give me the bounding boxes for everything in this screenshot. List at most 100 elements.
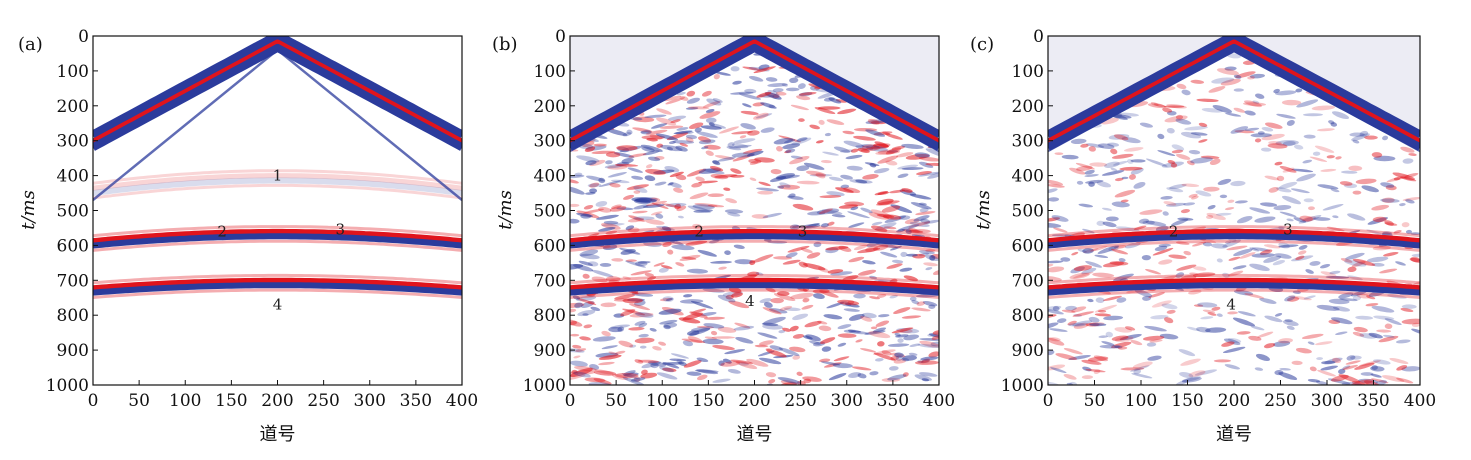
- panel-b-noise-blob: [708, 122, 715, 127]
- panel-b-noise-blob: [718, 266, 727, 270]
- panel-b-noise-blob: [901, 143, 924, 149]
- panel-c-noise-blob: [1351, 380, 1366, 385]
- panel-c-noise-blob: [1225, 112, 1242, 117]
- panel-c-noise-blob: [1048, 188, 1058, 194]
- panel-b-noise-blob: [663, 95, 682, 102]
- panel-b-noise-blob: [605, 276, 621, 282]
- panel-b-noise-blob: [587, 300, 595, 305]
- panel-b-noise-blob: [645, 129, 668, 135]
- panel-c-noise-blob: [1257, 331, 1274, 338]
- panel-c-noise-blob: [1259, 202, 1278, 207]
- panel-c-noise-blob: [1054, 152, 1064, 155]
- panel-b-noise-blob: [614, 163, 639, 167]
- panel-b-noise-blob: [632, 127, 653, 133]
- panel-c-noise-blob: [1279, 211, 1297, 217]
- panel-b-noise-blob: [573, 355, 581, 359]
- panel-b-noise-blob: [605, 230, 618, 235]
- panel-b-x-tick-label: 150: [692, 391, 724, 411]
- panel-b-noise-blob: [650, 362, 659, 369]
- panel-b-noise-blob: [674, 203, 681, 210]
- panel-c-noise-blob: [1121, 137, 1141, 144]
- panel-b-noise-blob: [622, 194, 635, 200]
- panel-c-noise-blob: [1207, 312, 1217, 316]
- panel-c-noise-blob: [1130, 167, 1144, 175]
- panel-b-noise-blob: [618, 340, 634, 348]
- panel-b-noise-blob: [818, 358, 831, 363]
- panel-c-noise-blob: [1181, 377, 1202, 383]
- panel-b-noise-blob: [724, 349, 746, 355]
- panel-c-noise-blob: [1315, 380, 1328, 385]
- panel-c-noise-blob: [1202, 241, 1212, 247]
- panel-b-noise-blob: [675, 262, 685, 267]
- panel-b-noise-blob: [875, 320, 890, 327]
- panel-c-noise-blob: [1201, 108, 1223, 113]
- panel-b-noise-blob: [673, 187, 684, 193]
- panel-b-noise-blob: [652, 346, 662, 351]
- panel-b-noise-blob: [798, 83, 806, 89]
- panel-b-noise-blob: [591, 150, 616, 155]
- panel-b-y-tick-label: 1000: [523, 376, 566, 396]
- panel-b-y-tick-label: 600: [534, 236, 566, 256]
- panel-b-noise-blob: [772, 88, 784, 93]
- panel-b-noise-blob: [819, 195, 842, 198]
- panel-c-noise-blob: [1290, 188, 1310, 194]
- panel-b-noise-blob: [685, 134, 698, 139]
- panel-c-noise-blob: [1097, 309, 1107, 313]
- panel-b-noise-blob: [709, 239, 720, 244]
- panel-c-noise-blob: [1088, 146, 1096, 152]
- panel-c-noise-blob: [1211, 306, 1221, 311]
- panel-b-noise-blob: [875, 358, 884, 362]
- panel-c-noise-blob: [1101, 341, 1115, 346]
- panel-a-annotation: 3: [335, 221, 345, 239]
- panel-b-noise-blob: [672, 140, 695, 144]
- panel-c-noise-blob: [1202, 309, 1216, 314]
- panel-b-noise-blob: [897, 164, 919, 170]
- panel-b-noise-blob: [843, 187, 861, 194]
- panel-b-noise-blob: [644, 219, 665, 225]
- panel-c-noise-blob: [1350, 290, 1367, 297]
- panel-c-noise-blob: [1176, 153, 1191, 160]
- panel-c-noise-blob: [1352, 331, 1365, 337]
- panel-b-noise-blob: [577, 309, 596, 317]
- panel-b-noise-blob: [789, 325, 799, 332]
- panel-c-noise-blob: [1081, 375, 1094, 380]
- panel-b-noise-blob: [828, 176, 844, 182]
- panel-c-noise-blob: [1061, 154, 1079, 160]
- panel-c-noise-blob: [1051, 234, 1072, 237]
- panel-c-noise-blob: [1154, 245, 1168, 252]
- panel-c-noise-blob: [1371, 262, 1385, 267]
- panel-c-y-tick-label: 400: [1012, 167, 1044, 187]
- panel-c-noise-blob: [1234, 130, 1255, 134]
- panel-b-noise-blob: [641, 369, 648, 375]
- panel-c-noise-blob: [1328, 298, 1350, 305]
- panel-a-xlabel: 道号: [260, 424, 296, 445]
- panel-b-noise-blob: [649, 134, 663, 140]
- panel-b-noise-blob: [593, 378, 612, 385]
- panel-c-noise-blob: [1190, 132, 1208, 136]
- panel-b-noise-blob: [765, 287, 776, 293]
- panel-c-noise-blob: [1216, 313, 1223, 317]
- panel-c-noise-blob: [1048, 266, 1065, 273]
- panel-c-noise-blob: [1223, 346, 1246, 354]
- panel-c-noise-blob: [1192, 272, 1216, 278]
- panel-b-noise-blob: [796, 137, 808, 142]
- panel-c-noise-blob: [1352, 258, 1376, 266]
- panel-c-noise-blob: [1063, 348, 1083, 355]
- panel-a-x-tick-label: 0: [88, 391, 99, 411]
- panel-c-noise-blob: [1244, 110, 1256, 116]
- panel-c-noise-blob: [1360, 372, 1374, 376]
- panel-c-noise-blob: [1371, 378, 1389, 384]
- panel-c-noise-blob: [1371, 305, 1395, 313]
- panel-b-noise-blob: [857, 148, 870, 153]
- panel-b-noise-blob: [910, 202, 932, 210]
- panel-b-noise-blob: [861, 144, 877, 150]
- panel-c-noise-blob: [1067, 320, 1077, 326]
- panel-a-event-2-band-3: [93, 239, 462, 252]
- panel-b-noise-blob: [605, 160, 613, 165]
- panel-b-noise-blob: [869, 371, 879, 376]
- panel-b-noise-blob: [651, 123, 668, 129]
- panel-b-noise-blob: [644, 114, 667, 119]
- panel-c-noise-blob: [1114, 327, 1133, 333]
- panel-b-noise-blob: [629, 312, 654, 318]
- panel-b-x-tick-label: 400: [923, 391, 955, 411]
